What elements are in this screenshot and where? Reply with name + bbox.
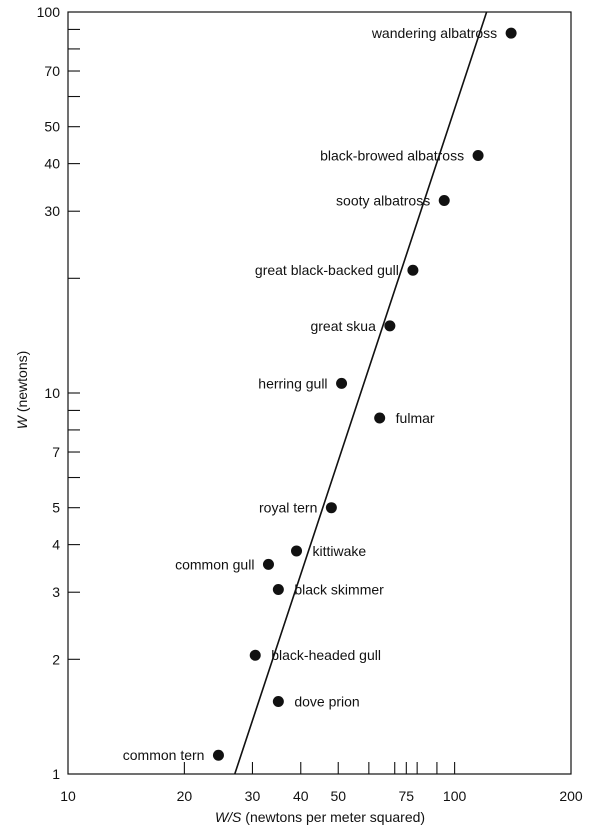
data-point <box>407 264 419 276</box>
x-tick-label: 30 <box>245 788 261 804</box>
data-point <box>325 502 337 514</box>
y-tick-label: 50 <box>44 119 60 135</box>
point-label: black skimmer <box>294 581 384 597</box>
y-axis-title-variable: W <box>14 414 30 429</box>
y-tick-label: 3 <box>52 584 60 600</box>
point-label: great skua <box>310 318 376 334</box>
x-axis-title-variable: W/S <box>215 809 242 825</box>
data-point <box>272 695 284 707</box>
data-point <box>374 412 386 424</box>
point-label: royal tern <box>259 500 317 516</box>
x-axis-title-units: (newtons per meter squared) <box>241 809 425 825</box>
point-label: black-headed gull <box>271 647 381 663</box>
data-point <box>384 320 396 332</box>
data-point <box>249 649 261 661</box>
y-tick-label: 100 <box>37 4 61 20</box>
data-point <box>438 195 450 207</box>
data-point <box>212 749 224 761</box>
data-point <box>336 377 348 389</box>
y-tick-label: 5 <box>52 500 60 516</box>
data-point <box>262 558 274 570</box>
point-label: great black-backed gull <box>255 262 399 278</box>
point-label: fulmar <box>396 410 435 426</box>
scatter-points: wandering albatross black-browed albatros… <box>123 25 517 763</box>
data-point <box>291 545 303 557</box>
x-axis: 10 20 30 40 50 75 100 200 <box>60 762 583 804</box>
y-tick-label: 4 <box>52 537 60 553</box>
point-label: herring gull <box>258 375 327 391</box>
y-axis-title-units: (newtons) <box>14 351 30 416</box>
data-point <box>272 583 284 595</box>
point-label: sooty albatross <box>336 193 430 209</box>
x-tick-label: 10 <box>60 788 76 804</box>
point-label: kittiwake <box>313 543 367 559</box>
y-axis-title: W (newtons) <box>14 351 30 430</box>
x-tick-label: 20 <box>177 788 193 804</box>
y-tick-label: 7 <box>52 444 60 460</box>
point-label: wandering albatross <box>371 25 497 41</box>
point-label: common gull <box>175 556 254 572</box>
data-point <box>472 150 484 162</box>
x-tick-label: 200 <box>559 788 583 804</box>
y-tick-label: 30 <box>44 203 60 219</box>
x-tick-label: 75 <box>399 788 415 804</box>
fit-line <box>234 11 488 775</box>
x-axis-title: W/S (newtons per meter squared) <box>215 809 425 825</box>
y-tick-label: 10 <box>44 385 60 401</box>
x-tick-label: 50 <box>330 788 346 804</box>
point-label: common tern <box>123 747 205 763</box>
y-axis: 1 2 3 4 5 7 10 30 40 50 70 100 <box>37 4 80 782</box>
x-tick-label: 40 <box>293 788 309 804</box>
y-tick-label: 1 <box>52 766 60 782</box>
data-point <box>505 27 517 39</box>
point-label: black-browed albatross <box>320 148 464 164</box>
y-tick-label: 40 <box>44 156 60 172</box>
point-label: dove prion <box>294 693 359 709</box>
y-tick-label: 70 <box>44 63 60 79</box>
y-tick-label: 2 <box>52 651 60 667</box>
x-tick-label: 100 <box>443 788 467 804</box>
